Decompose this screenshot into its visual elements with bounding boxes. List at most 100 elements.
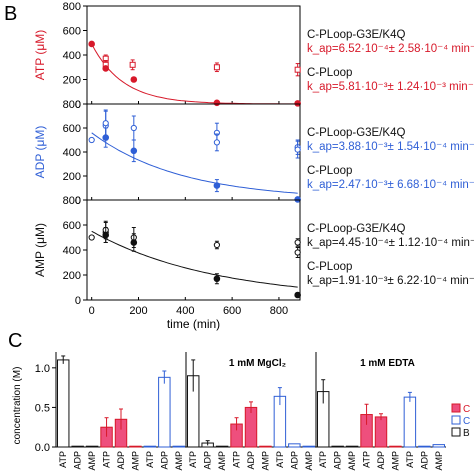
category-label: AMP xyxy=(304,451,314,471)
y-axis-label: concentration (M) xyxy=(12,367,23,445)
rate-annotation: C-PLoop xyxy=(307,165,352,177)
data-point xyxy=(294,146,301,153)
category-label: ADP xyxy=(419,451,429,470)
category-label: ATP xyxy=(275,451,285,468)
data-point xyxy=(102,65,110,72)
panel-c-label: C xyxy=(8,330,22,352)
bar xyxy=(418,445,431,448)
plot-frame xyxy=(86,103,301,201)
data-point xyxy=(213,182,221,189)
panel-b-plots: 0 200 400 600 800 ATP (μM) C-PLoop-G3E/K4Q k_ap… xyxy=(33,1,474,331)
rate-annotation: C-PLoop xyxy=(307,67,352,79)
rate-annotation: k_ap=6.52·10⁻⁴± 2.58·10⁻⁴ min⁻¹ xyxy=(307,43,474,55)
x-tick-label: 800 xyxy=(270,305,288,317)
category-label: AMP xyxy=(87,451,97,471)
bar xyxy=(244,406,258,448)
y-tick-label: 400 xyxy=(63,50,81,62)
group-label: 1 mM EDTA xyxy=(360,358,415,369)
category-label: AMP xyxy=(434,451,444,471)
bar xyxy=(331,445,344,448)
bar xyxy=(288,443,301,448)
category-label: AMP xyxy=(130,451,140,471)
category-label: ADP xyxy=(333,451,343,470)
y-tick-label: 1.0 xyxy=(35,363,50,375)
data-point xyxy=(294,100,301,107)
legend-label: C xyxy=(463,404,470,415)
legend-label: C xyxy=(463,416,470,427)
data-point xyxy=(213,99,221,107)
x-tick-label: 400 xyxy=(176,305,194,317)
data-point xyxy=(294,291,301,299)
bar xyxy=(345,445,359,448)
y-tick-label: 600 xyxy=(63,220,81,232)
y-tick-label: 800 xyxy=(63,195,81,207)
panel-b-subplot: 0 200 400 600 800 AMP (μM) C-PLoop-G3E/K4Q k_ap… xyxy=(33,195,474,331)
plot-frame xyxy=(86,199,301,301)
bar xyxy=(403,396,417,448)
category-label: ATP xyxy=(232,451,242,468)
category-label: ADP xyxy=(159,451,169,470)
bar xyxy=(85,445,99,448)
y-axis-label: ADP (μM) xyxy=(33,126,47,179)
y-tick-label: 0 xyxy=(75,195,81,207)
legend-label: B xyxy=(463,428,470,439)
group-label: 1 mM MgCl₂ xyxy=(229,358,286,369)
category-label: ATP xyxy=(145,451,155,468)
bar xyxy=(259,445,272,448)
fit-curve xyxy=(91,43,298,105)
y-tick-label: 0 xyxy=(75,99,81,111)
x-tick-label: 600 xyxy=(223,305,241,317)
y-axis-label: ATP (μM) xyxy=(33,30,47,80)
data-point xyxy=(294,196,301,203)
data-point xyxy=(213,139,221,146)
category-label: ATP xyxy=(58,451,68,468)
rate-annotation: C-PLoop-G3E/K4Q xyxy=(307,223,405,235)
y-tick-label: 200 xyxy=(63,270,81,282)
data-point xyxy=(130,147,138,155)
category-label: ADP xyxy=(116,451,126,470)
data-point xyxy=(88,234,95,241)
fit-curve xyxy=(91,132,298,194)
category-label: ADP xyxy=(203,451,213,470)
category-label: AMP xyxy=(390,451,400,471)
category-label: ATP xyxy=(362,451,372,468)
rate-annotation: k_ap=2.47·10⁻³± 6.68·10⁻⁴ min⁻¹ xyxy=(307,179,474,191)
x-axis-label: time (min) xyxy=(167,317,220,331)
category-label: AMP xyxy=(260,451,270,471)
data-point xyxy=(130,239,138,246)
category-label: AMP xyxy=(347,451,357,471)
bar xyxy=(302,445,315,448)
bar xyxy=(215,445,229,448)
plot-frame xyxy=(86,5,301,105)
data-point xyxy=(88,136,95,144)
category-label: AMP xyxy=(217,451,227,471)
category-label: ATP xyxy=(318,451,328,468)
panel-c-bars: 0.0 0.5 1.0 concentration (M) ATP ADP AMP ATP AD… xyxy=(12,352,470,471)
category-label: ADP xyxy=(73,451,83,470)
y-tick-label: 0 xyxy=(75,295,81,307)
rate-annotation: C-PLoop xyxy=(307,261,352,273)
data-point xyxy=(294,249,301,256)
data-point xyxy=(213,275,221,283)
bar xyxy=(129,445,142,448)
x-tick-label: 200 xyxy=(129,305,147,317)
data-point xyxy=(294,239,301,246)
data-point xyxy=(213,241,221,249)
legend-swatch xyxy=(451,415,461,425)
bar xyxy=(71,445,84,448)
legend-swatch xyxy=(451,403,461,413)
panel-b-subplot: 0 200 400 600 800 ADP (μM) C-PLoop-G3E/K4Q k_ap… xyxy=(33,99,474,207)
category-label: ATP xyxy=(188,451,198,468)
y-tick-label: 200 xyxy=(63,75,81,87)
data-point xyxy=(102,134,110,141)
rate-annotation: k_ap=4.45·10⁻⁴± 1.12·10⁻⁴ min⁻¹ xyxy=(307,237,474,249)
y-tick-label: 600 xyxy=(63,123,81,135)
bar xyxy=(374,416,388,448)
data-point xyxy=(294,66,301,73)
category-label: ATP xyxy=(102,451,112,468)
y-tick-label: 400 xyxy=(63,147,81,159)
y-tick-label: 400 xyxy=(63,245,81,257)
panel-b-subplot: 0 200 400 600 800 ATP (μM) C-PLoop-G3E/K4Q k_ap… xyxy=(33,1,474,111)
category-label: ADP xyxy=(376,451,386,470)
